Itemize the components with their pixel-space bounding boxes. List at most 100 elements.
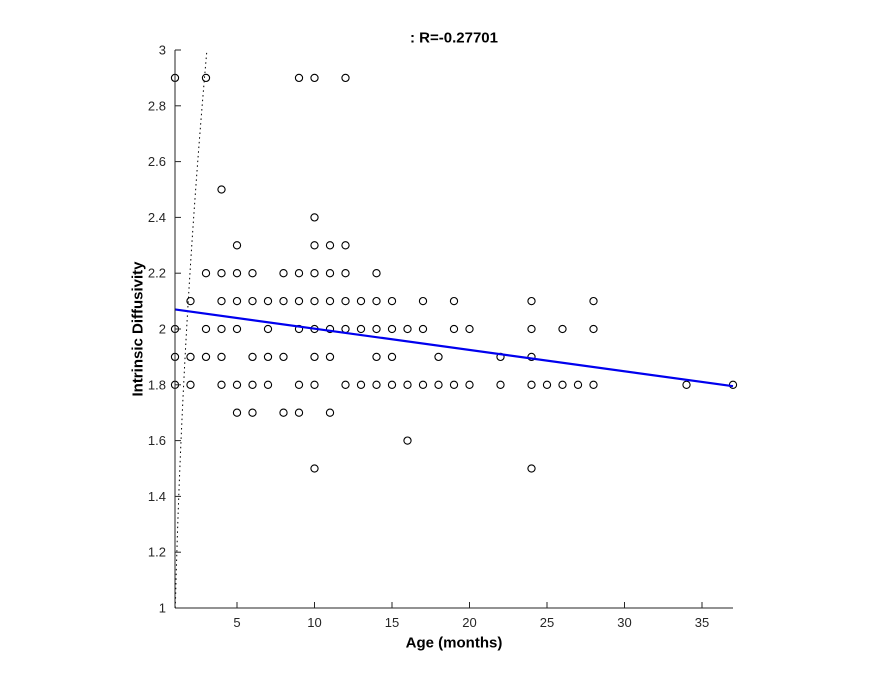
data-point-marker <box>263 380 273 389</box>
data-point-marker <box>682 380 691 389</box>
data-point-marker <box>232 380 242 389</box>
data-point-marker <box>263 324 273 334</box>
data-point-marker <box>573 380 583 389</box>
data-point-marker <box>248 269 257 278</box>
data-point-marker <box>232 408 242 417</box>
x-tick-label: 5 <box>233 615 240 630</box>
x-tick-label: 25 <box>540 615 554 630</box>
data-point-marker <box>279 408 288 417</box>
data-point-marker <box>248 296 257 306</box>
y-tick-label: 1.8 <box>148 377 166 392</box>
data-point-marker <box>403 380 412 389</box>
y-tick-label: 1.4 <box>148 489 166 504</box>
data-point-marker <box>186 296 195 306</box>
data-point-marker <box>310 464 319 473</box>
data-point-marker <box>232 296 242 306</box>
data-point-marker <box>294 269 304 278</box>
data-point-marker <box>465 324 474 334</box>
data-point-marker <box>418 380 428 389</box>
data-point-marker <box>372 324 381 334</box>
data-point-marker <box>372 380 381 389</box>
y-tick-label: 3 <box>159 43 166 58</box>
data-point-marker <box>341 380 350 389</box>
data-point-marker <box>341 73 350 83</box>
x-tick-label: 35 <box>695 615 709 630</box>
data-point-marker <box>356 324 366 334</box>
data-point-marker <box>434 352 443 362</box>
regression-line <box>174 308 734 388</box>
data-point-marker <box>325 352 335 362</box>
data-point-marker <box>186 380 195 389</box>
data-point-marker <box>558 324 567 334</box>
data-point-marker <box>248 380 257 389</box>
data-point-marker <box>387 296 397 306</box>
data-point-marker <box>310 352 319 362</box>
data-point-marker <box>217 380 226 389</box>
data-point-marker <box>201 352 211 362</box>
data-point-marker <box>589 380 598 389</box>
data-point-marker <box>372 296 381 306</box>
data-point-marker <box>341 241 350 250</box>
y-tick-label: 2.8 <box>148 98 166 113</box>
data-point-marker <box>434 380 443 389</box>
data-point-marker <box>325 269 335 278</box>
x-tick-label: 15 <box>385 615 399 630</box>
data-point-marker <box>527 324 536 334</box>
data-point-marker <box>310 213 319 222</box>
data-point-marker <box>403 324 412 334</box>
data-point-marker <box>589 324 598 334</box>
data-point-marker <box>294 73 304 83</box>
data-point-marker <box>232 269 242 278</box>
data-point-marker <box>418 296 428 306</box>
data-point-marker <box>310 73 319 83</box>
data-point-marker <box>217 296 226 306</box>
data-point-marker <box>449 296 459 306</box>
data-point-marker <box>527 464 536 473</box>
data-point-marker <box>201 269 211 278</box>
data-point-marker <box>294 408 304 417</box>
data-point-marker <box>387 352 397 362</box>
data-point-marker <box>589 296 598 306</box>
data-point-marker <box>356 296 366 306</box>
data-point-marker <box>527 380 536 389</box>
x-tick-label: 10 <box>307 615 321 630</box>
data-point-marker <box>341 269 350 278</box>
data-point-marker <box>558 380 567 389</box>
data-point-marker <box>496 380 505 389</box>
data-point-marker <box>387 324 397 334</box>
data-point-marker <box>217 185 226 194</box>
data-point-marker <box>372 269 381 278</box>
data-point-marker <box>387 380 397 389</box>
data-point-marker <box>310 380 319 389</box>
data-point-marker <box>310 269 319 278</box>
data-point-marker <box>294 324 304 334</box>
data-point-marker <box>232 241 242 250</box>
data-point-marker <box>217 324 226 334</box>
y-tick-label: 2.4 <box>148 210 166 225</box>
data-point-marker <box>201 73 211 83</box>
data-point-marker <box>325 241 335 250</box>
data-point-marker <box>217 352 226 362</box>
x-tick-label: 30 <box>617 615 631 630</box>
data-point-marker <box>201 324 211 334</box>
data-point-marker <box>372 352 381 362</box>
y-axis-label: Intrinsic Diffusivity <box>129 261 147 397</box>
data-point-marker <box>356 380 366 389</box>
data-point-marker <box>341 296 350 306</box>
data-point-marker <box>248 352 257 362</box>
data-point-marker <box>248 408 257 417</box>
data-point-marker <box>310 241 319 250</box>
data-point-marker <box>542 380 552 389</box>
data-point-marker <box>279 296 288 306</box>
x-tick-label: 20 <box>462 615 476 630</box>
data-point-marker <box>279 269 288 278</box>
data-point-marker <box>449 380 459 389</box>
y-tick-label: 1 <box>159 601 166 616</box>
data-point-marker <box>186 352 195 362</box>
data-point-marker <box>294 380 304 389</box>
y-tick-label: 2.6 <box>148 154 166 169</box>
data-point-marker <box>232 324 242 334</box>
data-point-marker <box>294 296 304 306</box>
data-point-marker <box>217 269 226 278</box>
